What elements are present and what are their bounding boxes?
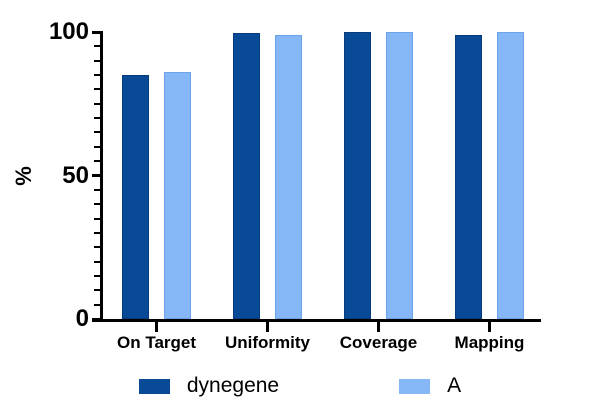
x-tick-label: On Target: [116, 333, 197, 352]
legend-item-A: A: [399, 374, 461, 398]
legend-swatch: [399, 378, 431, 394]
bar-dynegene-coverage: [344, 32, 371, 319]
y-minor-tick: [94, 231, 101, 234]
bar-dynegene-mapping: [455, 35, 482, 319]
y-tick-label: 100: [48, 18, 89, 45]
y-minor-tick: [94, 74, 101, 77]
bar-dynegene-uniformity: [233, 33, 260, 319]
bar-A-uniformity: [275, 34, 302, 319]
y-minor-tick: [94, 289, 101, 292]
y-minor-tick: [94, 102, 101, 105]
y-minor-tick: [94, 260, 101, 263]
y-axis-line: [100, 31, 103, 321]
legend: dynegene A: [0, 372, 600, 400]
x-tick-label: Uniformity: [225, 333, 310, 352]
y-minor-tick: [94, 217, 101, 220]
y-major-tick: [92, 317, 101, 321]
legend-label: A: [447, 374, 462, 397]
x-tick: [155, 322, 158, 332]
y-minor-tick: [94, 131, 101, 134]
y-minor-tick: [94, 59, 101, 62]
x-tick: [488, 322, 491, 332]
legend-item-dynegene: dynegene: [138, 374, 280, 398]
bar-dynegene-on-target: [122, 75, 149, 319]
y-tick-label: 50: [62, 161, 89, 189]
y-minor-tick: [94, 145, 101, 148]
y-minor-tick: [94, 160, 101, 163]
y-minor-tick: [94, 45, 101, 48]
y-tick-label: 0: [75, 305, 89, 332]
y-minor-tick: [94, 303, 101, 306]
bar-A-mapping: [497, 32, 524, 319]
y-minor-tick: [94, 117, 101, 120]
x-tick: [266, 322, 269, 332]
x-tick-label: Coverage: [339, 333, 418, 352]
y-minor-tick: [94, 203, 101, 206]
bar-A-on-target: [164, 72, 191, 319]
y-major-tick: [92, 30, 101, 34]
y-minor-tick: [94, 246, 101, 249]
y-minor-tick: [94, 88, 101, 91]
y-minor-tick: [94, 274, 101, 277]
legend-swatch: [138, 378, 170, 394]
x-axis-line: [92, 319, 541, 322]
legend-label: dynegene: [186, 374, 280, 397]
x-tick: [377, 322, 380, 332]
bar-A-coverage: [386, 32, 413, 319]
y-major-tick: [92, 174, 101, 177]
y-minor-tick: [94, 188, 101, 191]
x-tick-label: Mapping: [454, 333, 525, 352]
